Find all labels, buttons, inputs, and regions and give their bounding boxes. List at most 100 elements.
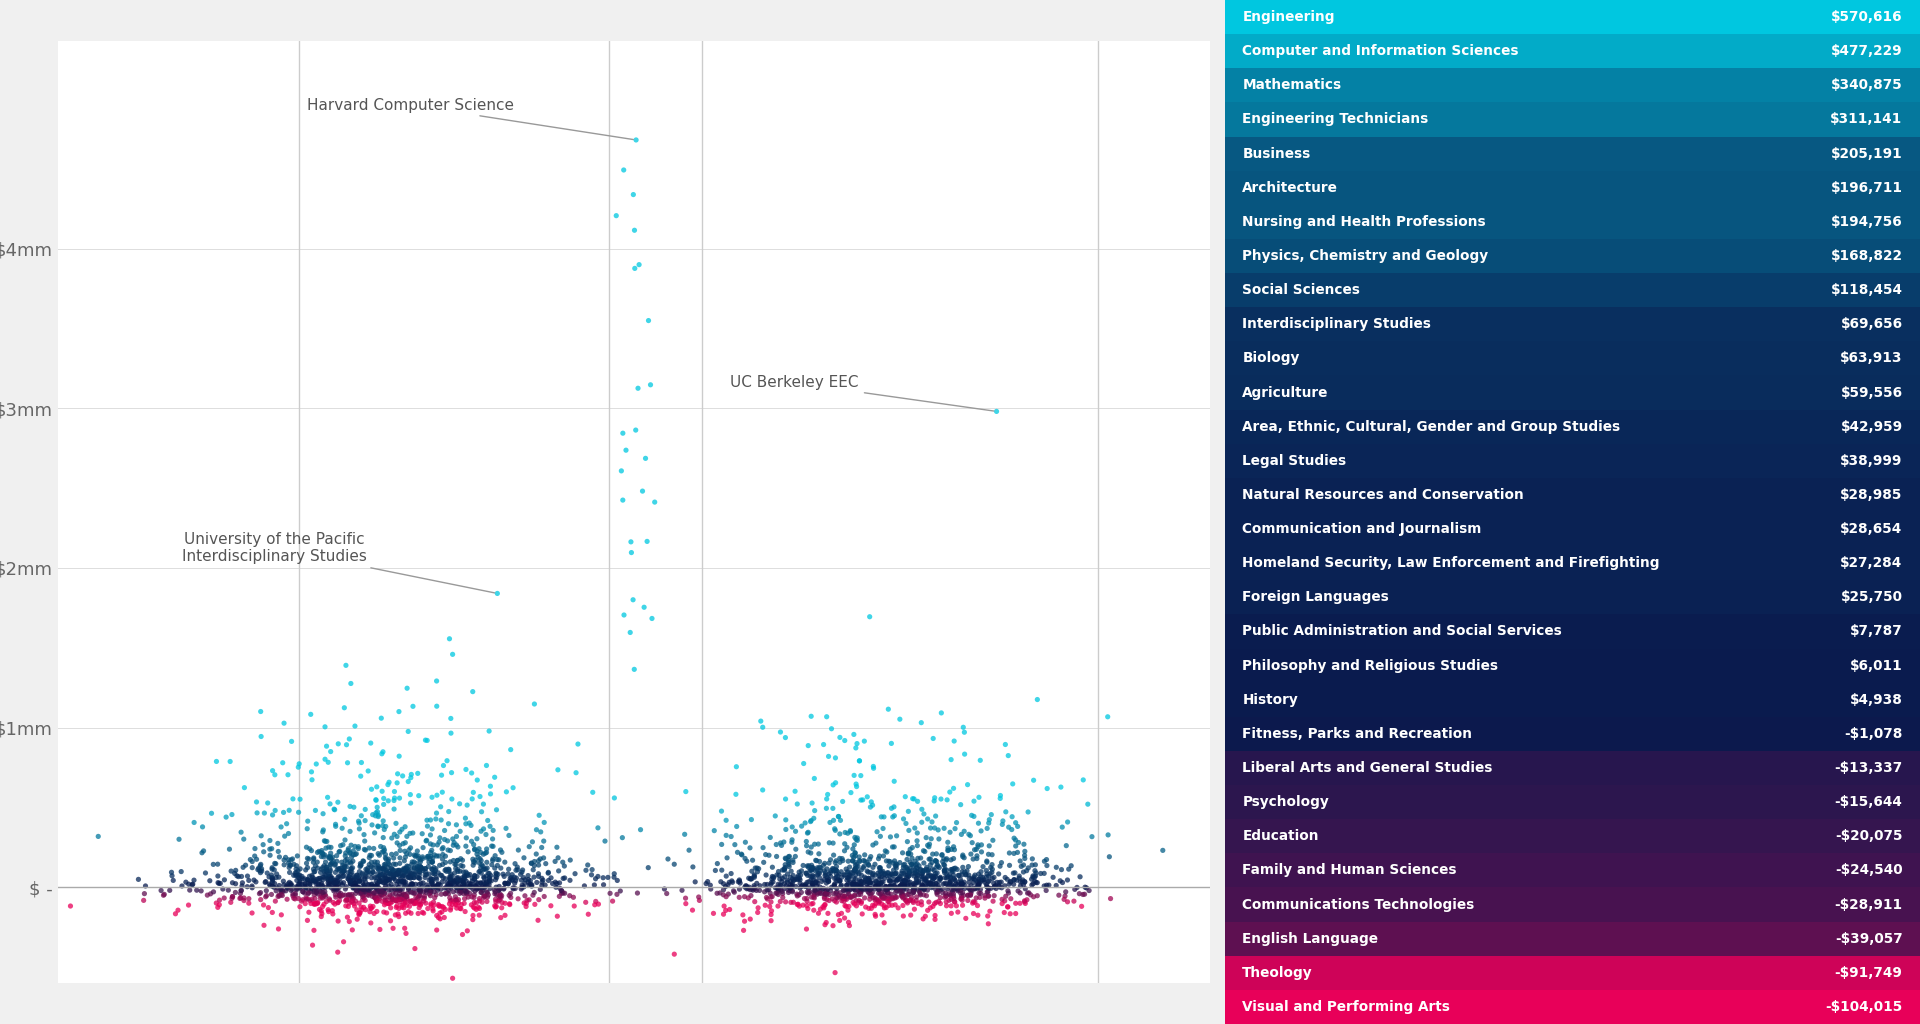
Point bbox=[369, 813, 399, 829]
Point bbox=[793, 737, 824, 754]
Point bbox=[722, 818, 753, 835]
Text: $168,822: $168,822 bbox=[1830, 249, 1903, 263]
Point bbox=[382, 865, 413, 882]
Point bbox=[995, 891, 1025, 907]
Point bbox=[966, 868, 996, 885]
Point bbox=[578, 784, 609, 801]
Point bbox=[899, 881, 929, 897]
Point bbox=[269, 852, 300, 868]
Point bbox=[328, 867, 359, 884]
Point bbox=[637, 610, 668, 627]
Point bbox=[770, 812, 801, 828]
Point bbox=[192, 887, 223, 903]
Point bbox=[808, 900, 839, 916]
Point bbox=[459, 894, 490, 910]
Point bbox=[397, 877, 428, 893]
Point bbox=[818, 878, 849, 894]
Point bbox=[388, 860, 419, 877]
Point bbox=[1020, 857, 1050, 873]
Point bbox=[349, 826, 380, 843]
Point bbox=[829, 843, 860, 859]
Point bbox=[390, 843, 420, 859]
Point bbox=[764, 877, 795, 893]
Point bbox=[835, 881, 866, 897]
Point bbox=[396, 865, 426, 882]
Point bbox=[298, 854, 328, 870]
Point bbox=[866, 889, 897, 905]
Point bbox=[899, 791, 929, 807]
Point bbox=[835, 864, 866, 881]
Point bbox=[361, 792, 392, 808]
Point bbox=[1012, 804, 1043, 820]
Point bbox=[300, 863, 330, 880]
Point bbox=[962, 907, 993, 924]
Point bbox=[468, 796, 499, 812]
Point bbox=[868, 897, 899, 913]
Text: History: History bbox=[1242, 692, 1298, 707]
Point bbox=[242, 805, 273, 821]
Point bbox=[874, 888, 904, 904]
Point bbox=[570, 862, 601, 879]
Point bbox=[336, 876, 367, 892]
Point bbox=[211, 809, 242, 825]
Point bbox=[447, 927, 478, 943]
Point bbox=[952, 887, 983, 903]
Point bbox=[1000, 814, 1031, 830]
Point bbox=[397, 854, 428, 870]
Point bbox=[876, 886, 906, 902]
Point bbox=[1094, 891, 1125, 907]
Point bbox=[290, 862, 321, 879]
Point bbox=[849, 858, 879, 874]
Point bbox=[885, 868, 916, 885]
Point bbox=[889, 877, 920, 893]
Point bbox=[895, 864, 925, 881]
Point bbox=[952, 887, 983, 903]
Point bbox=[724, 881, 755, 897]
Point bbox=[906, 865, 937, 882]
Point bbox=[422, 880, 453, 896]
Point bbox=[900, 864, 931, 881]
Point bbox=[1148, 842, 1179, 858]
Point bbox=[497, 881, 528, 897]
Point bbox=[257, 763, 288, 779]
Point bbox=[983, 878, 1014, 894]
Point bbox=[156, 864, 186, 881]
Point bbox=[956, 870, 987, 887]
Point bbox=[171, 873, 202, 890]
Point bbox=[482, 866, 513, 883]
Point bbox=[877, 855, 908, 871]
Point bbox=[332, 898, 363, 914]
Point bbox=[710, 889, 741, 905]
Point bbox=[874, 881, 904, 897]
Point bbox=[814, 814, 845, 830]
Point bbox=[860, 878, 891, 894]
Point bbox=[434, 868, 465, 885]
Point bbox=[780, 823, 810, 840]
Point bbox=[453, 844, 484, 860]
Point bbox=[839, 849, 870, 865]
Point bbox=[659, 946, 689, 963]
Point bbox=[885, 854, 916, 870]
Point bbox=[442, 861, 472, 878]
Point bbox=[253, 899, 284, 915]
Point bbox=[436, 874, 467, 891]
Point bbox=[407, 849, 438, 865]
Point bbox=[348, 874, 378, 891]
Point bbox=[415, 849, 445, 865]
Point bbox=[348, 892, 378, 908]
Point bbox=[845, 873, 876, 890]
Point bbox=[420, 805, 451, 821]
Point bbox=[405, 870, 436, 887]
Point bbox=[501, 872, 532, 889]
Point bbox=[879, 880, 910, 896]
Point bbox=[739, 869, 770, 886]
Point bbox=[390, 891, 420, 907]
Point bbox=[313, 874, 344, 891]
Point bbox=[463, 880, 493, 896]
Point bbox=[252, 865, 282, 882]
Point bbox=[979, 876, 1010, 892]
Point bbox=[778, 819, 808, 836]
Point bbox=[735, 840, 766, 856]
Point bbox=[426, 867, 457, 884]
Point bbox=[513, 874, 543, 891]
